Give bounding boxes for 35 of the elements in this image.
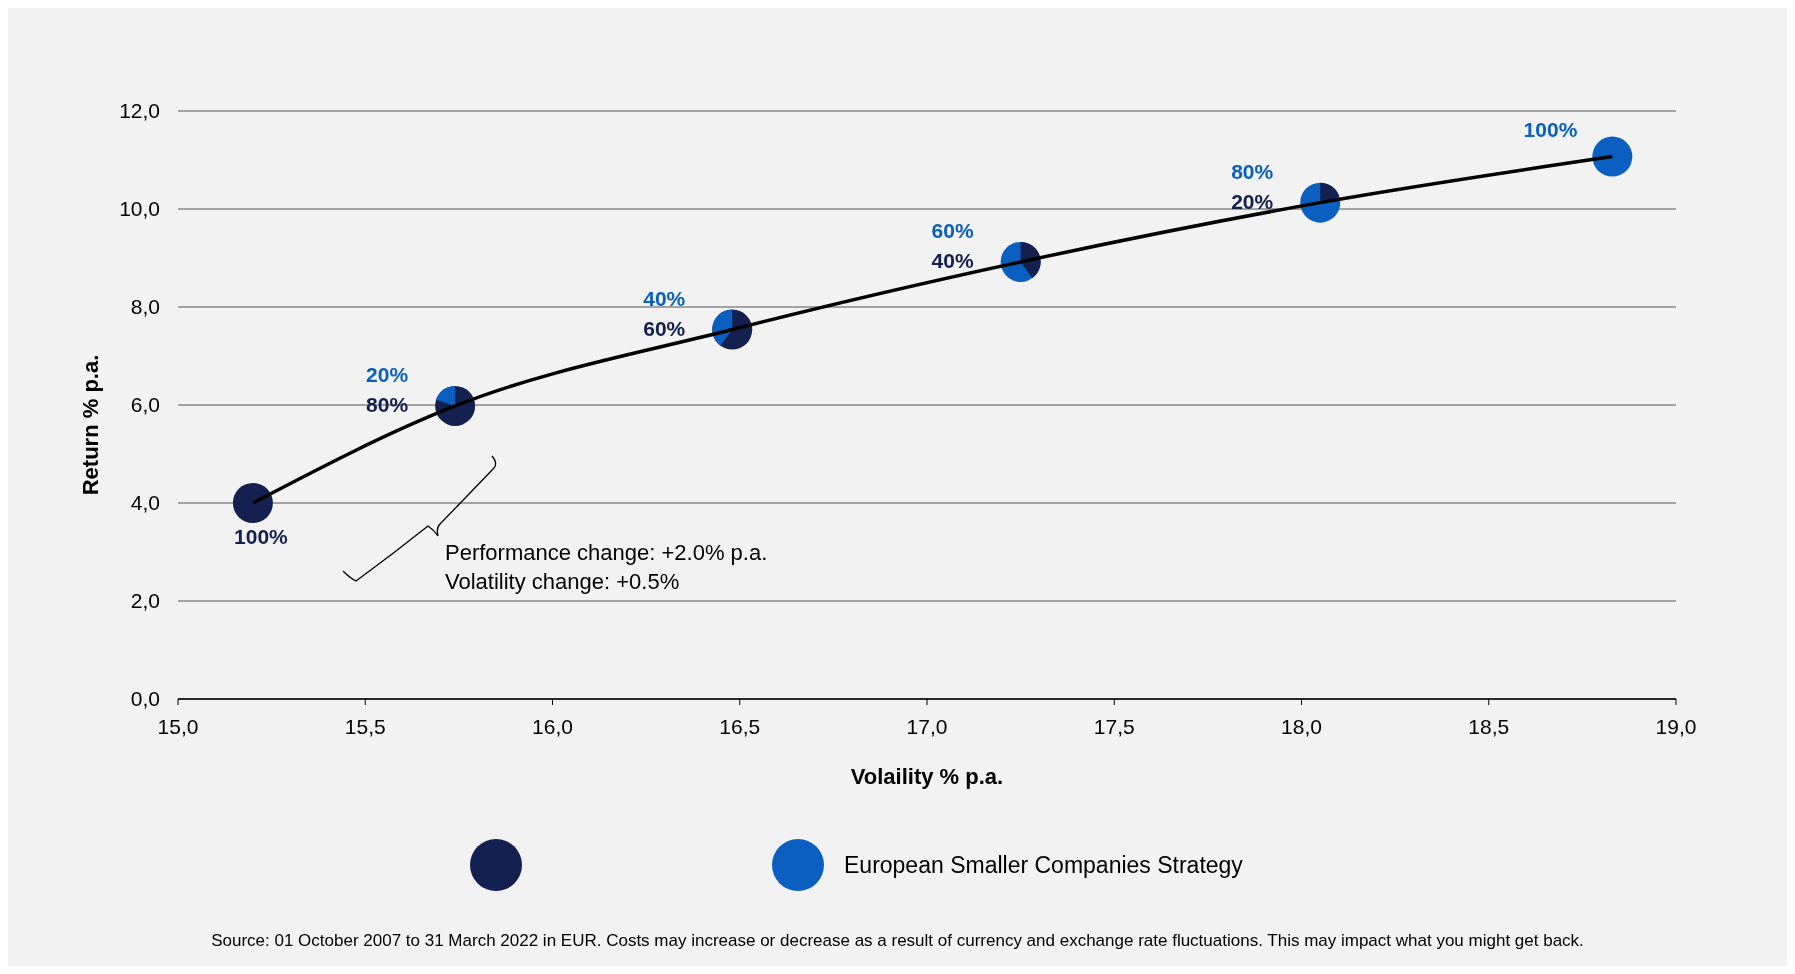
y-axis-title: Return % p.a.	[78, 354, 103, 496]
annotation: 60%	[931, 218, 974, 242]
annotation: 20%	[1231, 189, 1274, 213]
x-axis-title: Volaility % p.a.	[850, 764, 1004, 789]
annotation: 80%	[366, 392, 409, 416]
source-note: Source: 01 October 2007 to 31 March 2022 in EUR. Costs may increase or decrease as a result of currency and exchange rate fluctuations. This may impact what you might get back.	[211, 931, 1584, 950]
y-tick-label: 4,0	[130, 491, 160, 514]
line-series	[251, 154, 1615, 505]
annotation: 40%	[931, 248, 974, 272]
y-tick-label: 12,0	[119, 99, 160, 122]
x-tick-label: 17,5	[1093, 715, 1135, 738]
point	[232, 483, 273, 523]
annotation: 60%	[643, 316, 686, 340]
x-tick-label: 15,5	[344, 715, 386, 738]
legend-label: European Smaller Companies Strategy	[844, 852, 1244, 878]
x-tick-label: 16,0	[532, 715, 573, 738]
y-tick-label: 6,0	[130, 393, 160, 416]
x-tick-label: 19,0	[1655, 715, 1697, 738]
annotation: Performance change: +2.0% p.a.	[445, 540, 768, 565]
annotation: 40%	[643, 286, 686, 310]
x-tick-label: 18,0	[1281, 715, 1322, 738]
y-tick-label: 2,0	[130, 589, 160, 612]
annotation: Volatility change: +0.5%	[445, 569, 680, 594]
annotation: 20%	[366, 362, 409, 386]
y-tick-label: 10,0	[119, 197, 160, 220]
annotation: 100%	[234, 525, 289, 548]
x-tick-label: 15,0	[157, 715, 199, 738]
x-tick-label: 17,0	[906, 715, 948, 738]
point	[1592, 136, 1633, 177]
y-tick-label: 0,0	[130, 687, 160, 710]
y-tick-label: 8,0	[130, 295, 160, 318]
x-tick-label: 16,5	[719, 715, 761, 738]
annotation: 100%	[1523, 117, 1578, 141]
x-tick-label: 18,5	[1468, 715, 1510, 738]
annotation: 80%	[1231, 159, 1274, 183]
